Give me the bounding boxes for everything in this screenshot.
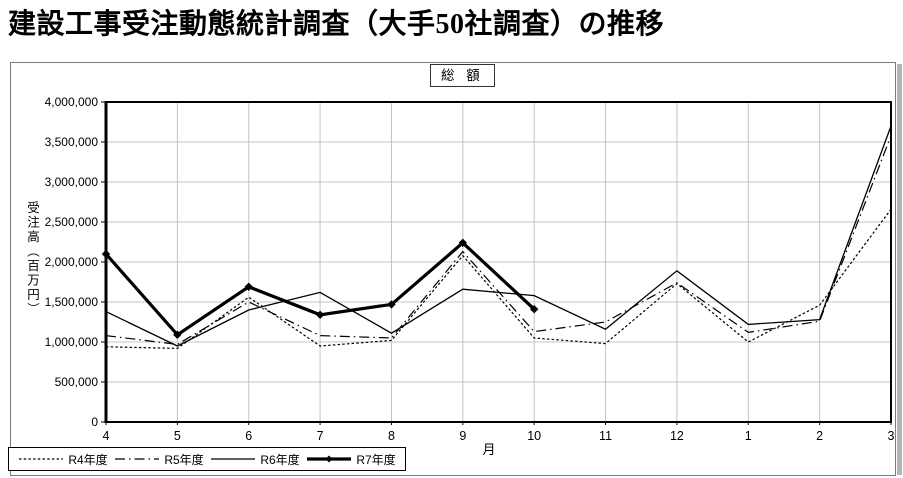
data-point-marker [173, 330, 182, 339]
chart-title-box: 総 額 [430, 64, 495, 87]
legend-label: R7年度 [356, 452, 396, 467]
legend-marker [325, 455, 333, 463]
data-point-marker [458, 238, 468, 247]
data-point-marker [529, 305, 539, 314]
legend-label: R6年度 [260, 452, 300, 467]
legend-item-R7年度: R7年度 [306, 451, 396, 468]
page-title: 建設工事受注動態統計調査（大手50社調査）の推移 [8, 9, 665, 40]
x-tick-label: 2 [816, 429, 823, 443]
legend-item-R6年度: R6年度 [210, 451, 300, 468]
data-point-marker [244, 282, 253, 291]
legend-line-sample [19, 458, 64, 460]
y-tick-label: 500,000 [55, 375, 99, 389]
y-tick-label: 1,000,000 [45, 335, 99, 349]
y-tick-label: 0 [91, 415, 98, 429]
chart-legend: R4年度 R5年度 R6年度 R7年度 [8, 447, 406, 471]
y-tick-label: 3,000,000 [45, 175, 99, 189]
y-tick-label: 3,500,000 [45, 135, 99, 149]
x-tick-label: 3 [888, 429, 895, 443]
legend-items: R4年度 R5年度 R6年度 R7年度 [15, 451, 399, 468]
chart-title: 総 額 [441, 68, 484, 83]
x-tick-label: 4 [103, 429, 110, 443]
series-line-R5年度 [105, 135, 892, 346]
y-tick-label: 2,000,000 [45, 255, 99, 269]
series-line-R4年度 [105, 208, 892, 350]
x-tick-label: 9 [459, 429, 466, 443]
data-point-marker [101, 249, 111, 259]
chart-area: 0 500,000 1,000,000 1,500,000 2,000,000 2,500… [10, 62, 896, 476]
x-tick-label: 6 [245, 429, 252, 443]
x-tick-label: 7 [317, 429, 324, 443]
data-point-marker [315, 310, 325, 319]
y-axis-label: 受注高（百万円） [25, 201, 39, 317]
legend-line-sample [211, 458, 256, 460]
y-tick-label: 4,000,000 [45, 95, 99, 109]
y-tick-label: 2,500,000 [45, 215, 99, 229]
x-tick-label: 10 [527, 429, 541, 443]
legend-item-R5年度: R5年度 [114, 451, 204, 468]
x-tick-label: 8 [388, 429, 395, 443]
x-tick-label: 11 [599, 429, 612, 443]
legend-item-R4年度: R4年度 [18, 451, 108, 468]
legend-label: R5年度 [164, 452, 204, 467]
data-point-marker [387, 300, 396, 309]
x-axis-label: 月 [482, 442, 495, 457]
legend-label: R4年度 [68, 452, 108, 467]
x-tick-label: 12 [670, 429, 684, 443]
legend-line-sample [115, 458, 160, 460]
series-line-R6年度 [105, 125, 892, 347]
x-tick-label: 5 [174, 429, 181, 443]
window-edge-shadow [897, 64, 902, 475]
legend-line-sample [307, 455, 352, 463]
line-chart: 0 500,000 1,000,000 1,500,000 2,000,000 2,500… [45, 95, 895, 457]
y-tick-label: 1,500,000 [45, 295, 99, 309]
x-tick-label: 1 [745, 429, 752, 443]
